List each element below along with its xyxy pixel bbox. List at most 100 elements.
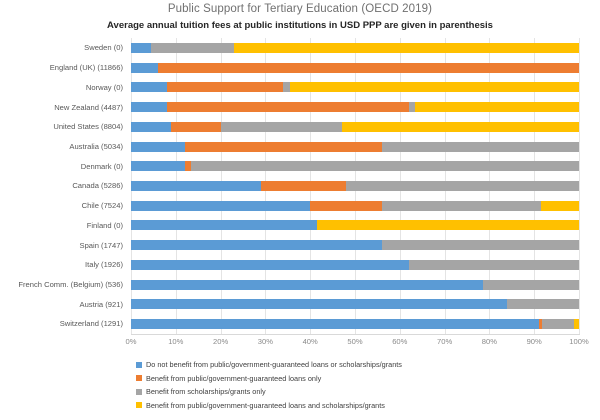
bar-segment[interactable]	[573, 319, 579, 330]
stacked-bar[interactable]	[131, 121, 579, 132]
bar-row	[131, 58, 579, 78]
bar-segment[interactable]	[131, 121, 172, 132]
legend-item[interactable]: Do not benefit from public/government-gu…	[136, 358, 596, 372]
bar-row	[131, 294, 579, 314]
bar-row	[131, 235, 579, 255]
x-axis-tick-label: 100%	[569, 337, 589, 346]
stacked-bar[interactable]	[131, 259, 579, 270]
bar-segment[interactable]	[166, 102, 409, 113]
bar-row	[131, 137, 579, 157]
y-axis-label: Norway (0)	[85, 82, 123, 92]
stacked-bar[interactable]	[131, 62, 579, 73]
x-axis-tick-label: 50%	[347, 337, 363, 346]
bar-row	[131, 215, 579, 235]
bar-segment[interactable]	[184, 141, 382, 152]
bar-segment[interactable]	[408, 102, 416, 113]
bar-row	[131, 77, 579, 97]
bar-segment[interactable]	[131, 141, 185, 152]
legend-label: Benefit from scholarships/grants only	[146, 387, 266, 397]
bar-segment[interactable]	[131, 200, 311, 211]
y-axis-label: Canada (5286)	[72, 181, 123, 191]
bar-row	[131, 156, 579, 176]
bar-segment[interactable]	[260, 181, 347, 192]
y-axis-label: United States (8804)	[53, 122, 123, 132]
legend-swatch-icon	[136, 375, 142, 382]
bar-segment[interactable]	[131, 161, 185, 172]
stacked-bar[interactable]	[131, 102, 579, 113]
bar-segment[interactable]	[381, 200, 541, 211]
bar-segment[interactable]	[131, 259, 409, 270]
legend-swatch-icon	[136, 361, 142, 368]
x-axis-tick-label: 30%	[257, 337, 273, 346]
bar-segment[interactable]	[482, 279, 579, 290]
bar-segment[interactable]	[166, 82, 284, 93]
stacked-bar[interactable]	[131, 240, 579, 251]
bar-row	[131, 176, 579, 196]
y-axis-category-labels: Sweden (0) England (UK) (11866) Norway (0)…	[0, 38, 127, 334]
bar-segment[interactable]	[131, 299, 508, 310]
bar-segment[interactable]	[131, 240, 382, 251]
stacked-bar[interactable]	[131, 43, 579, 53]
bar-row	[131, 314, 579, 334]
x-axis-tick-label: 40%	[302, 337, 318, 346]
y-axis-label: England (UK) (11866)	[49, 63, 123, 73]
y-axis-label: New Zealand (4487)	[54, 102, 123, 112]
x-axis-tick-label: 70%	[436, 337, 453, 346]
y-axis-label: Switzerland (1291)	[59, 319, 123, 329]
bar-segment[interactable]	[131, 220, 317, 231]
bar-segment[interactable]	[283, 82, 291, 93]
x-axis-tick-label: 20%	[212, 337, 229, 346]
bar-segment[interactable]	[131, 319, 539, 330]
y-axis-label: Finland (0)	[86, 220, 123, 230]
bar-segment[interactable]	[542, 319, 574, 330]
bar-segment[interactable]	[151, 43, 235, 53]
y-axis-label: Sweden (0)	[84, 43, 123, 53]
bar-segment[interactable]	[131, 62, 158, 73]
stacked-bar[interactable]	[131, 141, 579, 152]
y-axis-label: Denmark (0)	[80, 161, 123, 171]
stacked-bar[interactable]	[131, 200, 579, 211]
bar-segment[interactable]	[131, 279, 483, 290]
bar-segment[interactable]	[346, 181, 579, 192]
bar-segment[interactable]	[381, 240, 579, 251]
x-axis-tick-label: 10%	[168, 337, 184, 346]
stacked-bar[interactable]	[131, 220, 579, 231]
bar-segment[interactable]	[191, 161, 579, 172]
bar-segment[interactable]	[131, 43, 152, 53]
bar-segment[interactable]	[310, 200, 382, 211]
legend-item[interactable]: Benefit from public/government-guarantee…	[136, 399, 596, 413]
legend-item[interactable]: Benefit from scholarships/grants only	[136, 385, 596, 399]
bar-segment[interactable]	[507, 299, 579, 310]
bar-row	[131, 255, 579, 275]
bar-segment[interactable]	[540, 200, 579, 211]
bar-segment[interactable]	[408, 259, 579, 270]
stacked-bar[interactable]	[131, 161, 579, 172]
legend-label: Benefit from public/government-guarantee…	[146, 373, 322, 383]
stacked-bar[interactable]	[131, 279, 579, 290]
legend-swatch-icon	[136, 402, 142, 409]
x-axis-tick-labels: 0% 10% 20% 30% 40% 50% 60% 70% 80% 90% 100%	[126, 334, 589, 350]
y-axis-label: Italy (1926)	[85, 260, 123, 270]
bar-segment[interactable]	[171, 121, 221, 132]
stacked-bar[interactable]	[131, 181, 579, 192]
bar-segment[interactable]	[415, 102, 579, 113]
bar-segment[interactable]	[131, 82, 167, 93]
stacked-bar[interactable]	[131, 299, 579, 310]
bar-segment[interactable]	[341, 121, 579, 132]
y-axis-label: Australia (5034)	[69, 141, 123, 151]
bar-segment[interactable]	[234, 43, 579, 53]
bar-segment[interactable]	[381, 141, 579, 152]
stacked-bar[interactable]	[131, 82, 579, 93]
bar-segment[interactable]	[157, 62, 579, 73]
stacked-bar[interactable]	[131, 319, 579, 330]
bar-segment[interactable]	[131, 102, 167, 113]
legend-item[interactable]: Benefit from public/government-guarantee…	[136, 372, 596, 386]
x-axis-line	[131, 334, 580, 335]
bar-segment[interactable]	[131, 181, 261, 192]
bar-segment[interactable]	[538, 319, 543, 330]
bar-segment[interactable]	[220, 121, 342, 132]
bar-segment[interactable]	[184, 161, 192, 172]
bar-segment[interactable]	[290, 82, 579, 93]
bar-segment[interactable]	[316, 220, 579, 231]
